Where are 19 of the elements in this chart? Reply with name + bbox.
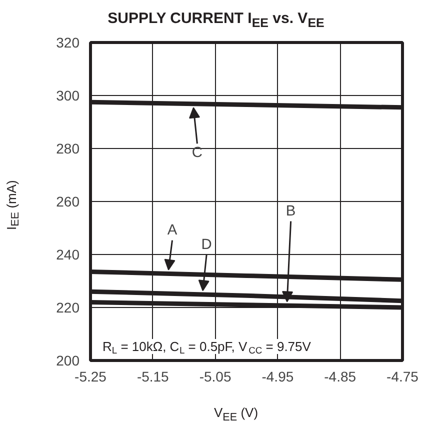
x-tick-label: -5.15 [136, 368, 170, 384]
y-tick-label: 220 [56, 300, 80, 316]
chart-title: SUPPLY CURRENT I$_{EE}$ vs. V$_{EE}$ [106, 9, 326, 30]
text: C [192, 145, 203, 162]
x-tick-label: -5.05 [199, 368, 232, 384]
x-tick-label: -5.25 [74, 368, 107, 384]
y-tick-label: 240 [56, 246, 80, 262]
x-tick-label: -4.75 [386, 368, 419, 384]
x-tick-label: -4.85 [324, 368, 356, 384]
y-tick-label: 260 [56, 194, 80, 210]
y-tick-label: 320 [56, 34, 80, 50]
y-tick-label: 300 [56, 88, 80, 104]
text: A [167, 222, 178, 239]
y-tick-label: 200 [56, 352, 80, 368]
x-tick-label: -4.95 [262, 368, 294, 384]
text: B [286, 204, 296, 220]
text: D [201, 237, 212, 254]
y-tick-label: 280 [56, 140, 80, 156]
x-axis-title: V$_{EE}$ (V) [212, 405, 260, 424]
